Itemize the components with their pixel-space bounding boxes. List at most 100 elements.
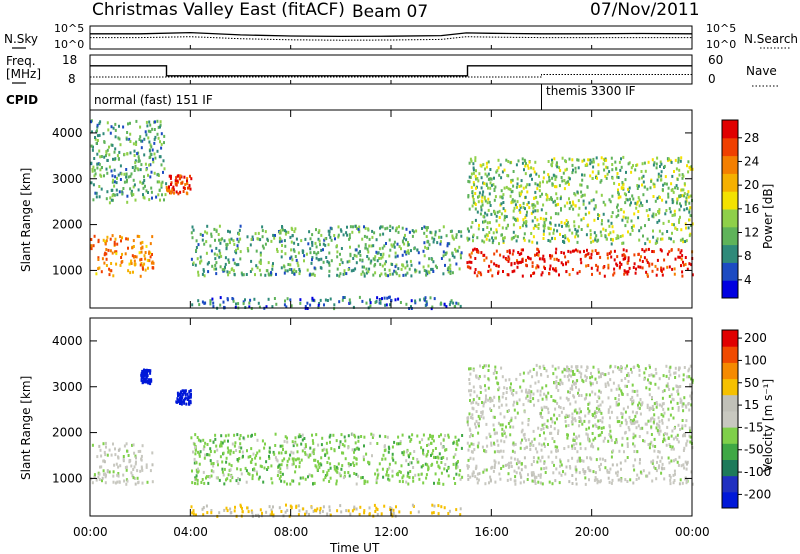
echo-cell (203, 274, 206, 278)
echo-cell (221, 237, 224, 241)
echo-cell (290, 268, 293, 272)
echo-cell (425, 473, 428, 477)
echo-cell (103, 140, 106, 144)
cpid-panel: CPID normal (fast) 151 IF themis 3300 IF (6, 84, 636, 110)
echo-cell (130, 191, 133, 195)
echo-cell (609, 200, 612, 204)
echo-cell (460, 251, 463, 255)
echo-cell (186, 182, 189, 186)
echo-cell (545, 384, 548, 388)
echo-cell (254, 456, 257, 460)
echo-cell (386, 470, 388, 474)
echo-cell (211, 297, 214, 301)
echo-cell (459, 469, 462, 473)
echo-cell (584, 476, 587, 480)
echo-cell (339, 504, 342, 508)
echo-cell (362, 455, 365, 459)
echo-cell (291, 258, 294, 262)
echo-cell (573, 439, 576, 442)
echo-cell (397, 297, 400, 301)
colorbar-tick-label: 8 (744, 249, 752, 263)
echo-cell (558, 481, 561, 485)
echo-region (90, 441, 154, 486)
echo-cell (489, 475, 492, 479)
echo-cell (116, 473, 119, 477)
echo-cell (505, 258, 508, 262)
echo-cell (111, 251, 114, 255)
echo-cell (477, 227, 480, 231)
echo-cell (414, 270, 417, 274)
colorbar-swatch (722, 280, 738, 299)
echo-cell (139, 168, 142, 172)
echo-cell (136, 476, 139, 480)
echo-cell (241, 273, 244, 277)
echo-cell (660, 268, 663, 272)
echo-cell (154, 135, 157, 139)
echo-cell (507, 259, 510, 263)
echo-cell (134, 482, 137, 486)
echo-cell (407, 249, 410, 253)
echo-cell (206, 262, 209, 266)
echo-cell (469, 475, 472, 479)
echo-cell (676, 401, 679, 405)
echo-cell (290, 450, 293, 454)
echo-cell (562, 235, 564, 238)
echo-cell (641, 204, 644, 207)
echo-cell (472, 233, 475, 237)
echo-cell (314, 464, 317, 468)
echo-cell (466, 238, 469, 242)
echo-cell (573, 220, 576, 224)
echo-cell (145, 244, 148, 248)
echo-cell (253, 297, 256, 301)
echo-cell (505, 397, 508, 401)
echo-cell (468, 175, 471, 179)
echo-cell (319, 266, 322, 270)
echo-cell (410, 305, 412, 309)
echo-region (190, 432, 464, 486)
echo-cell (472, 201, 475, 205)
echo-cell (455, 442, 458, 446)
echo-cell (485, 422, 488, 426)
echo-cell (624, 216, 627, 220)
echo-cell (252, 452, 255, 456)
echo-cell (503, 431, 506, 435)
echo-cell (168, 174, 171, 178)
echo-cell (271, 510, 273, 514)
echo-cell (364, 226, 367, 230)
echo-cell (611, 238, 614, 242)
echo-cell (689, 429, 691, 433)
echo-cell (333, 234, 336, 237)
echo-cell (482, 228, 485, 232)
echo-cell (422, 433, 425, 437)
echo-cell (622, 248, 625, 252)
echo-cell (663, 389, 666, 393)
echo-cell (534, 479, 537, 483)
echo-cell (140, 246, 143, 250)
echo-cell (526, 183, 529, 187)
echo-cell (654, 382, 657, 386)
echo-cell (212, 470, 215, 474)
echo-cell (623, 272, 626, 276)
echo-cell (412, 456, 415, 460)
echo-cell (597, 395, 600, 399)
echo-cell (313, 250, 316, 254)
echo-cell (530, 274, 532, 278)
echo-cell (677, 392, 680, 396)
echo-cell (235, 449, 238, 452)
echo-cell (161, 180, 164, 184)
echo-cell (604, 203, 607, 207)
noise-right-tick-bottom: 10^0 (706, 38, 736, 51)
echo-cell (129, 187, 132, 191)
echo-cell (114, 135, 117, 139)
echo-cell (387, 274, 390, 278)
echo-cell (151, 196, 153, 200)
echo-cell (359, 258, 362, 262)
echo-cell (668, 265, 671, 269)
echo-cell (625, 270, 628, 274)
echo-cell (621, 392, 624, 396)
echo-cell (673, 469, 676, 473)
echo-cell (467, 229, 470, 233)
echo-cell (135, 460, 137, 464)
echo-cell (656, 267, 659, 271)
